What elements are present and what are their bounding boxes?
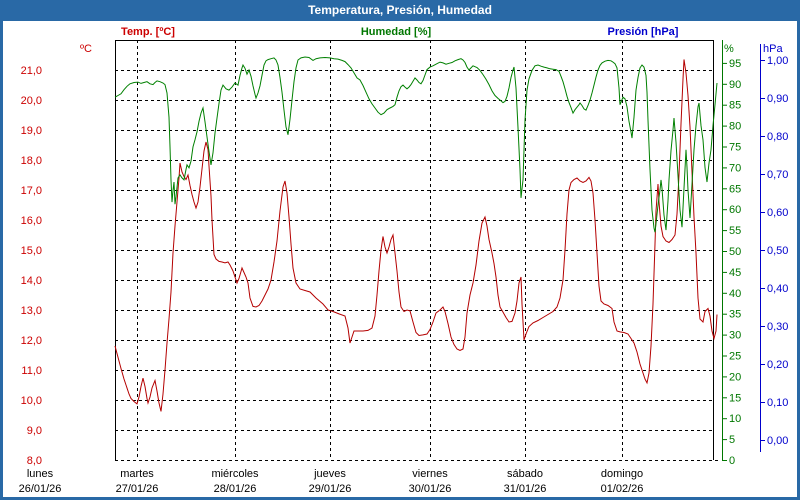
svg-text:65: 65 [729,183,741,195]
svg-text:40: 40 [729,288,741,300]
svg-text:0,60: 0,60 [767,207,788,219]
svg-text:9,0: 9,0 [27,425,42,437]
svg-text:15: 15 [729,392,741,404]
svg-text:0,10: 0,10 [767,397,788,409]
svg-text:19,0: 19,0 [21,125,42,137]
svg-text:29/01/26: 29/01/26 [309,483,352,495]
svg-text:75: 75 [729,142,741,154]
svg-text:16,0: 16,0 [21,215,42,227]
svg-text:lunes: lunes [27,468,54,480]
svg-text:17,0: 17,0 [21,185,42,197]
svg-text:viernes: viernes [412,468,448,480]
svg-text:11,0: 11,0 [21,365,42,377]
svg-text:8,0: 8,0 [27,455,42,467]
svg-text:0,90: 0,90 [767,93,788,105]
svg-text:70: 70 [729,162,741,174]
svg-text:50: 50 [729,246,741,258]
legend-pressure: Presión [hPa] [607,26,679,38]
svg-text:0,50: 0,50 [767,245,788,257]
svg-text:20: 20 [729,371,741,383]
x-axis-day-labels: lunes 26/01/26 martes 27/01/26 miércoles 28/0… [19,468,644,495]
svg-text:ºC: ºC [80,43,92,55]
svg-text:27/01/26: 27/01/26 [116,483,159,495]
svg-text:0,00: 0,00 [767,435,788,447]
series-humidity [114,56,718,233]
svg-text:90: 90 [729,79,741,91]
svg-text:01/02/26: 01/02/26 [601,483,644,495]
temp-axis-labels: ºC 21,0 20,0 19,0 18,0 17,0 16,0 15,0 14,0 13,0 12… [21,43,92,467]
svg-text:30: 30 [729,330,741,342]
svg-text:domingo: domingo [601,468,643,480]
svg-text:0,20: 0,20 [767,359,788,371]
svg-text:10: 10 [729,413,741,425]
svg-text:martes: martes [120,468,154,480]
svg-text:31/01/26: 31/01/26 [504,483,547,495]
svg-text:28/01/26: 28/01/26 [214,483,257,495]
svg-text:sábado: sábado [507,468,543,480]
svg-text:0,80: 0,80 [767,131,788,143]
svg-text:10,0: 10,0 [21,395,42,407]
svg-text:20,0: 20,0 [21,95,42,107]
svg-text:26/01/26: 26/01/26 [19,483,62,495]
svg-text:0,70: 0,70 [767,169,788,181]
svg-text:5: 5 [729,434,735,446]
svg-text:12,0: 12,0 [21,335,42,347]
plot-frame [115,40,718,461]
svg-text:14,0: 14,0 [21,275,42,287]
svg-text:%: % [724,43,734,55]
svg-text:miércoles: miércoles [211,468,259,480]
grid [115,40,713,460]
svg-text:60: 60 [729,204,741,216]
svg-text:hPa: hPa [763,43,783,55]
svg-text:95: 95 [729,58,741,70]
svg-text:35: 35 [729,309,741,321]
svg-text:18,0: 18,0 [21,155,42,167]
svg-text:45: 45 [729,267,741,279]
svg-text:0,30: 0,30 [767,321,788,333]
svg-text:jueves: jueves [313,468,346,480]
svg-text:80: 80 [729,121,741,133]
series-temp [114,59,718,412]
svg-text:25: 25 [729,351,741,363]
svg-text:15,0: 15,0 [21,245,42,257]
legend-humidity: Humedad [%] [360,26,432,38]
svg-text:30/01/26: 30/01/26 [409,483,452,495]
svg-text:13,0: 13,0 [21,305,42,317]
svg-text:85: 85 [729,100,741,112]
svg-text:0,40: 0,40 [767,283,788,295]
legend-temp: Temp. [ºC] [121,26,175,38]
svg-text:21,0: 21,0 [21,65,42,77]
svg-text:55: 55 [729,225,741,237]
svg-text:1,00: 1,00 [767,55,788,67]
window-title: Temperatura, Presión, Humedad [3,3,797,21]
svg-text:0: 0 [729,455,735,467]
